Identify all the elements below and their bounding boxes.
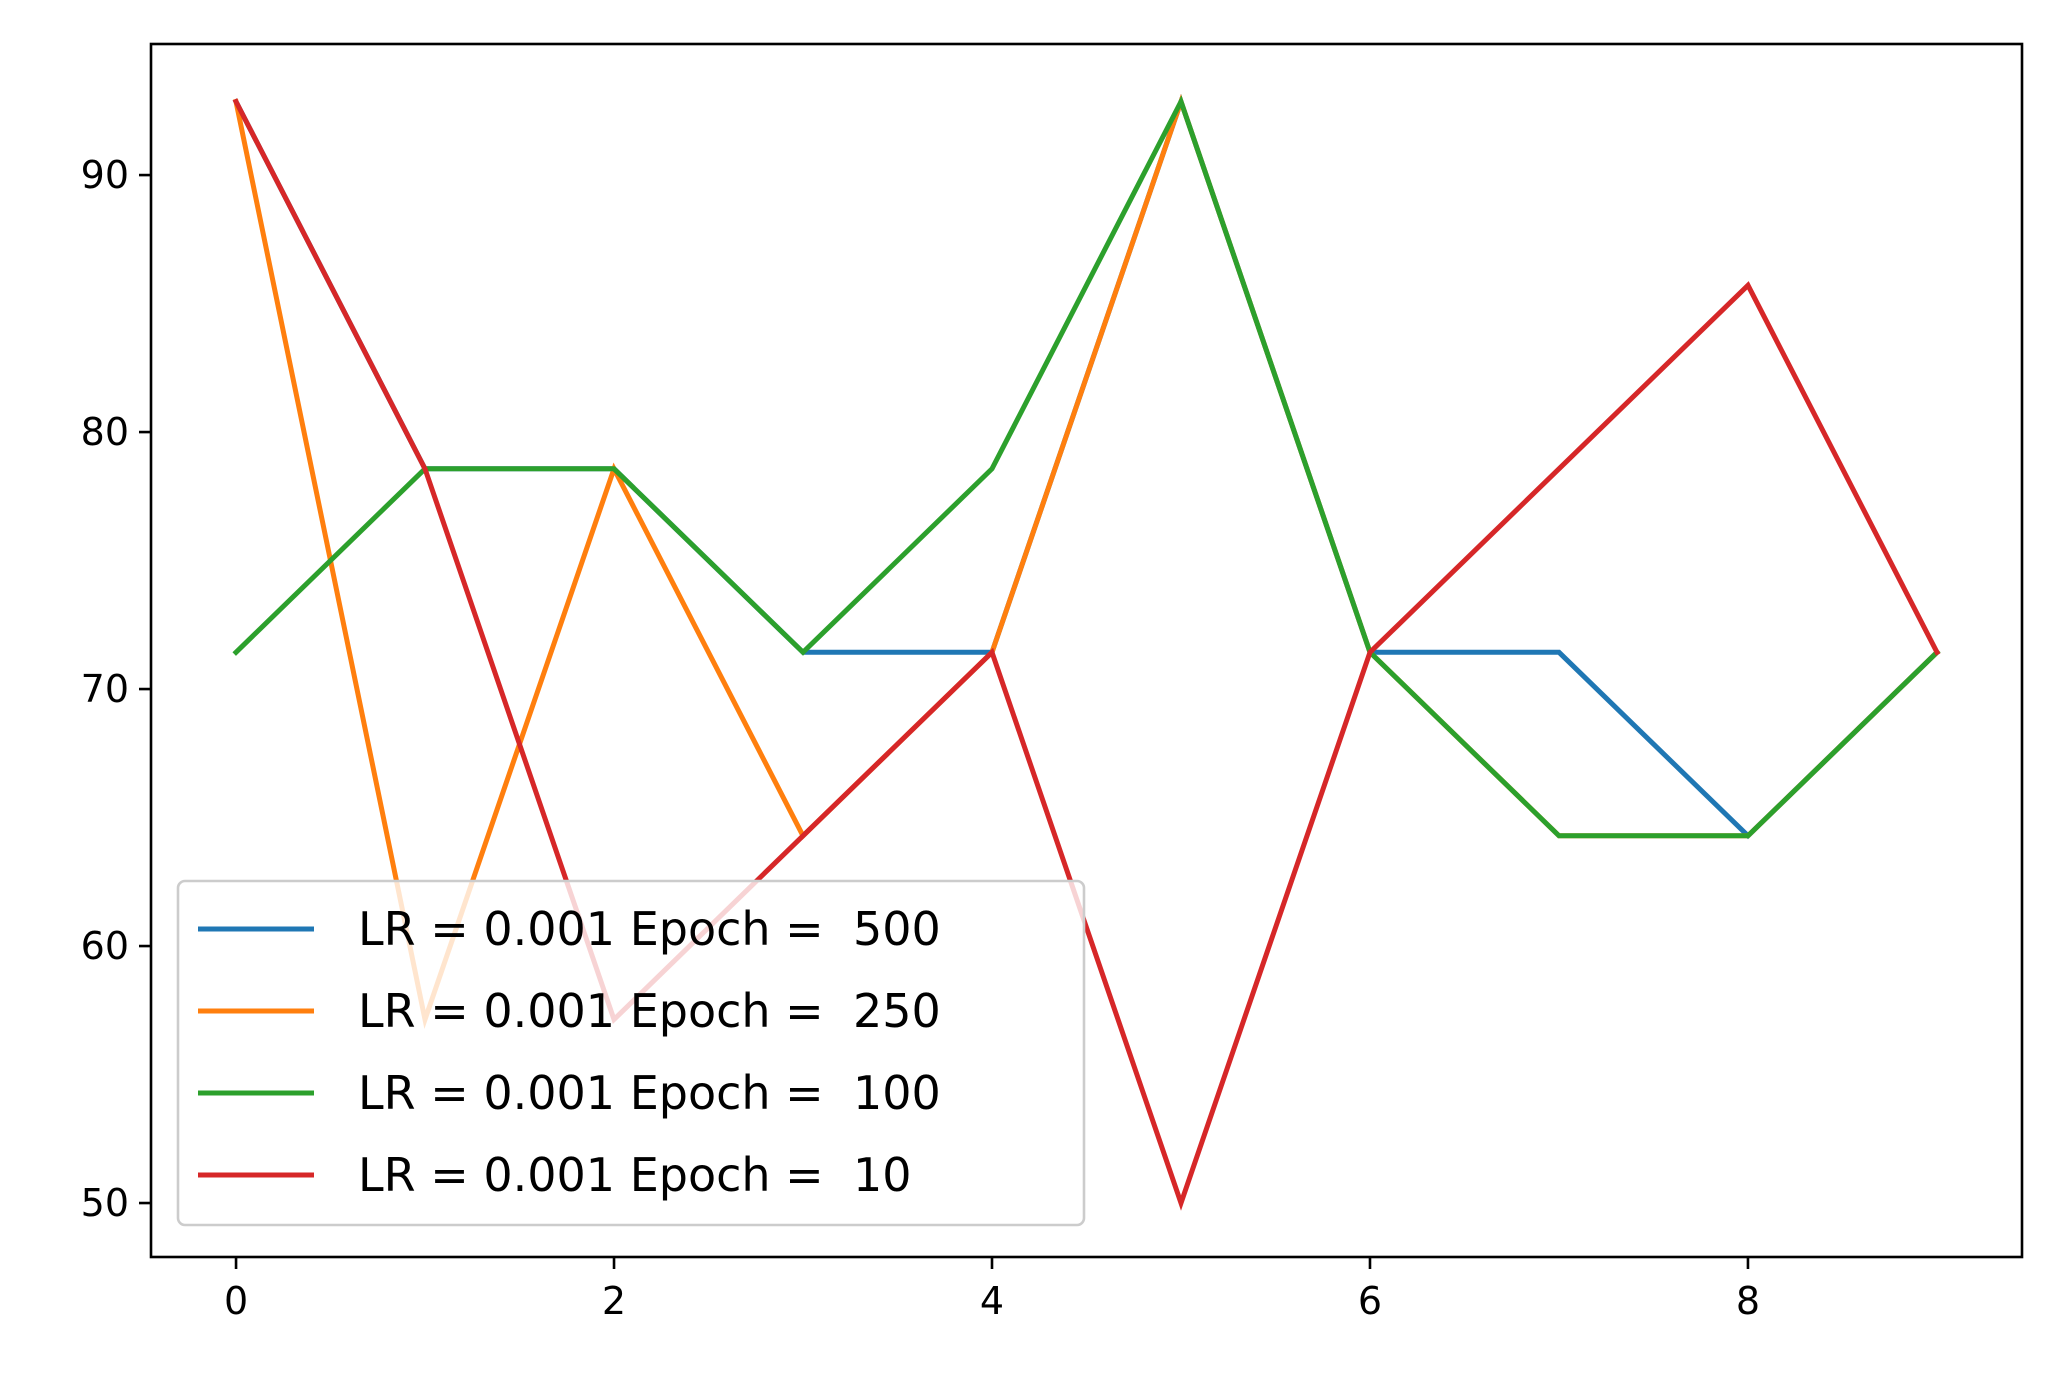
- y-tick-label: 50: [81, 1181, 129, 1225]
- legend-label-3: LR = 0.001 Epoch = 10: [358, 1148, 911, 1202]
- legend-label-1: LR = 0.001 Epoch = 250: [358, 984, 941, 1038]
- y-tick-label: 70: [81, 667, 129, 711]
- y-tick-label: 80: [81, 410, 129, 454]
- legend-label-0: LR = 0.001 Epoch = 500: [358, 902, 941, 956]
- axis-ticks: 0 2 4 6 8 50 60 70 80 90: [81, 153, 1760, 1323]
- series-line-2: [232, 95, 1941, 839]
- x-tick-label: 4: [980, 1279, 1004, 1323]
- legend-box: [176, 879, 1086, 1227]
- x-tick-label: 6: [1358, 1279, 1382, 1323]
- legend-label-2: LR = 0.001 Epoch = 100: [358, 1066, 941, 1120]
- legend: LR = 0.001 Epoch = 500 LR = 0.001 Epoch =…: [176, 879, 1086, 1227]
- series-line-3: [232, 98, 1941, 1211]
- series-layer: [232, 93, 1941, 1211]
- y-tick-label: 60: [81, 924, 129, 968]
- y-tick-label: 90: [81, 153, 129, 197]
- x-tick-label: 8: [1736, 1279, 1760, 1323]
- x-tick-label: 2: [602, 1279, 626, 1323]
- x-tick-label: 0: [224, 1279, 248, 1323]
- plot-area-frame: [149, 42, 2024, 1259]
